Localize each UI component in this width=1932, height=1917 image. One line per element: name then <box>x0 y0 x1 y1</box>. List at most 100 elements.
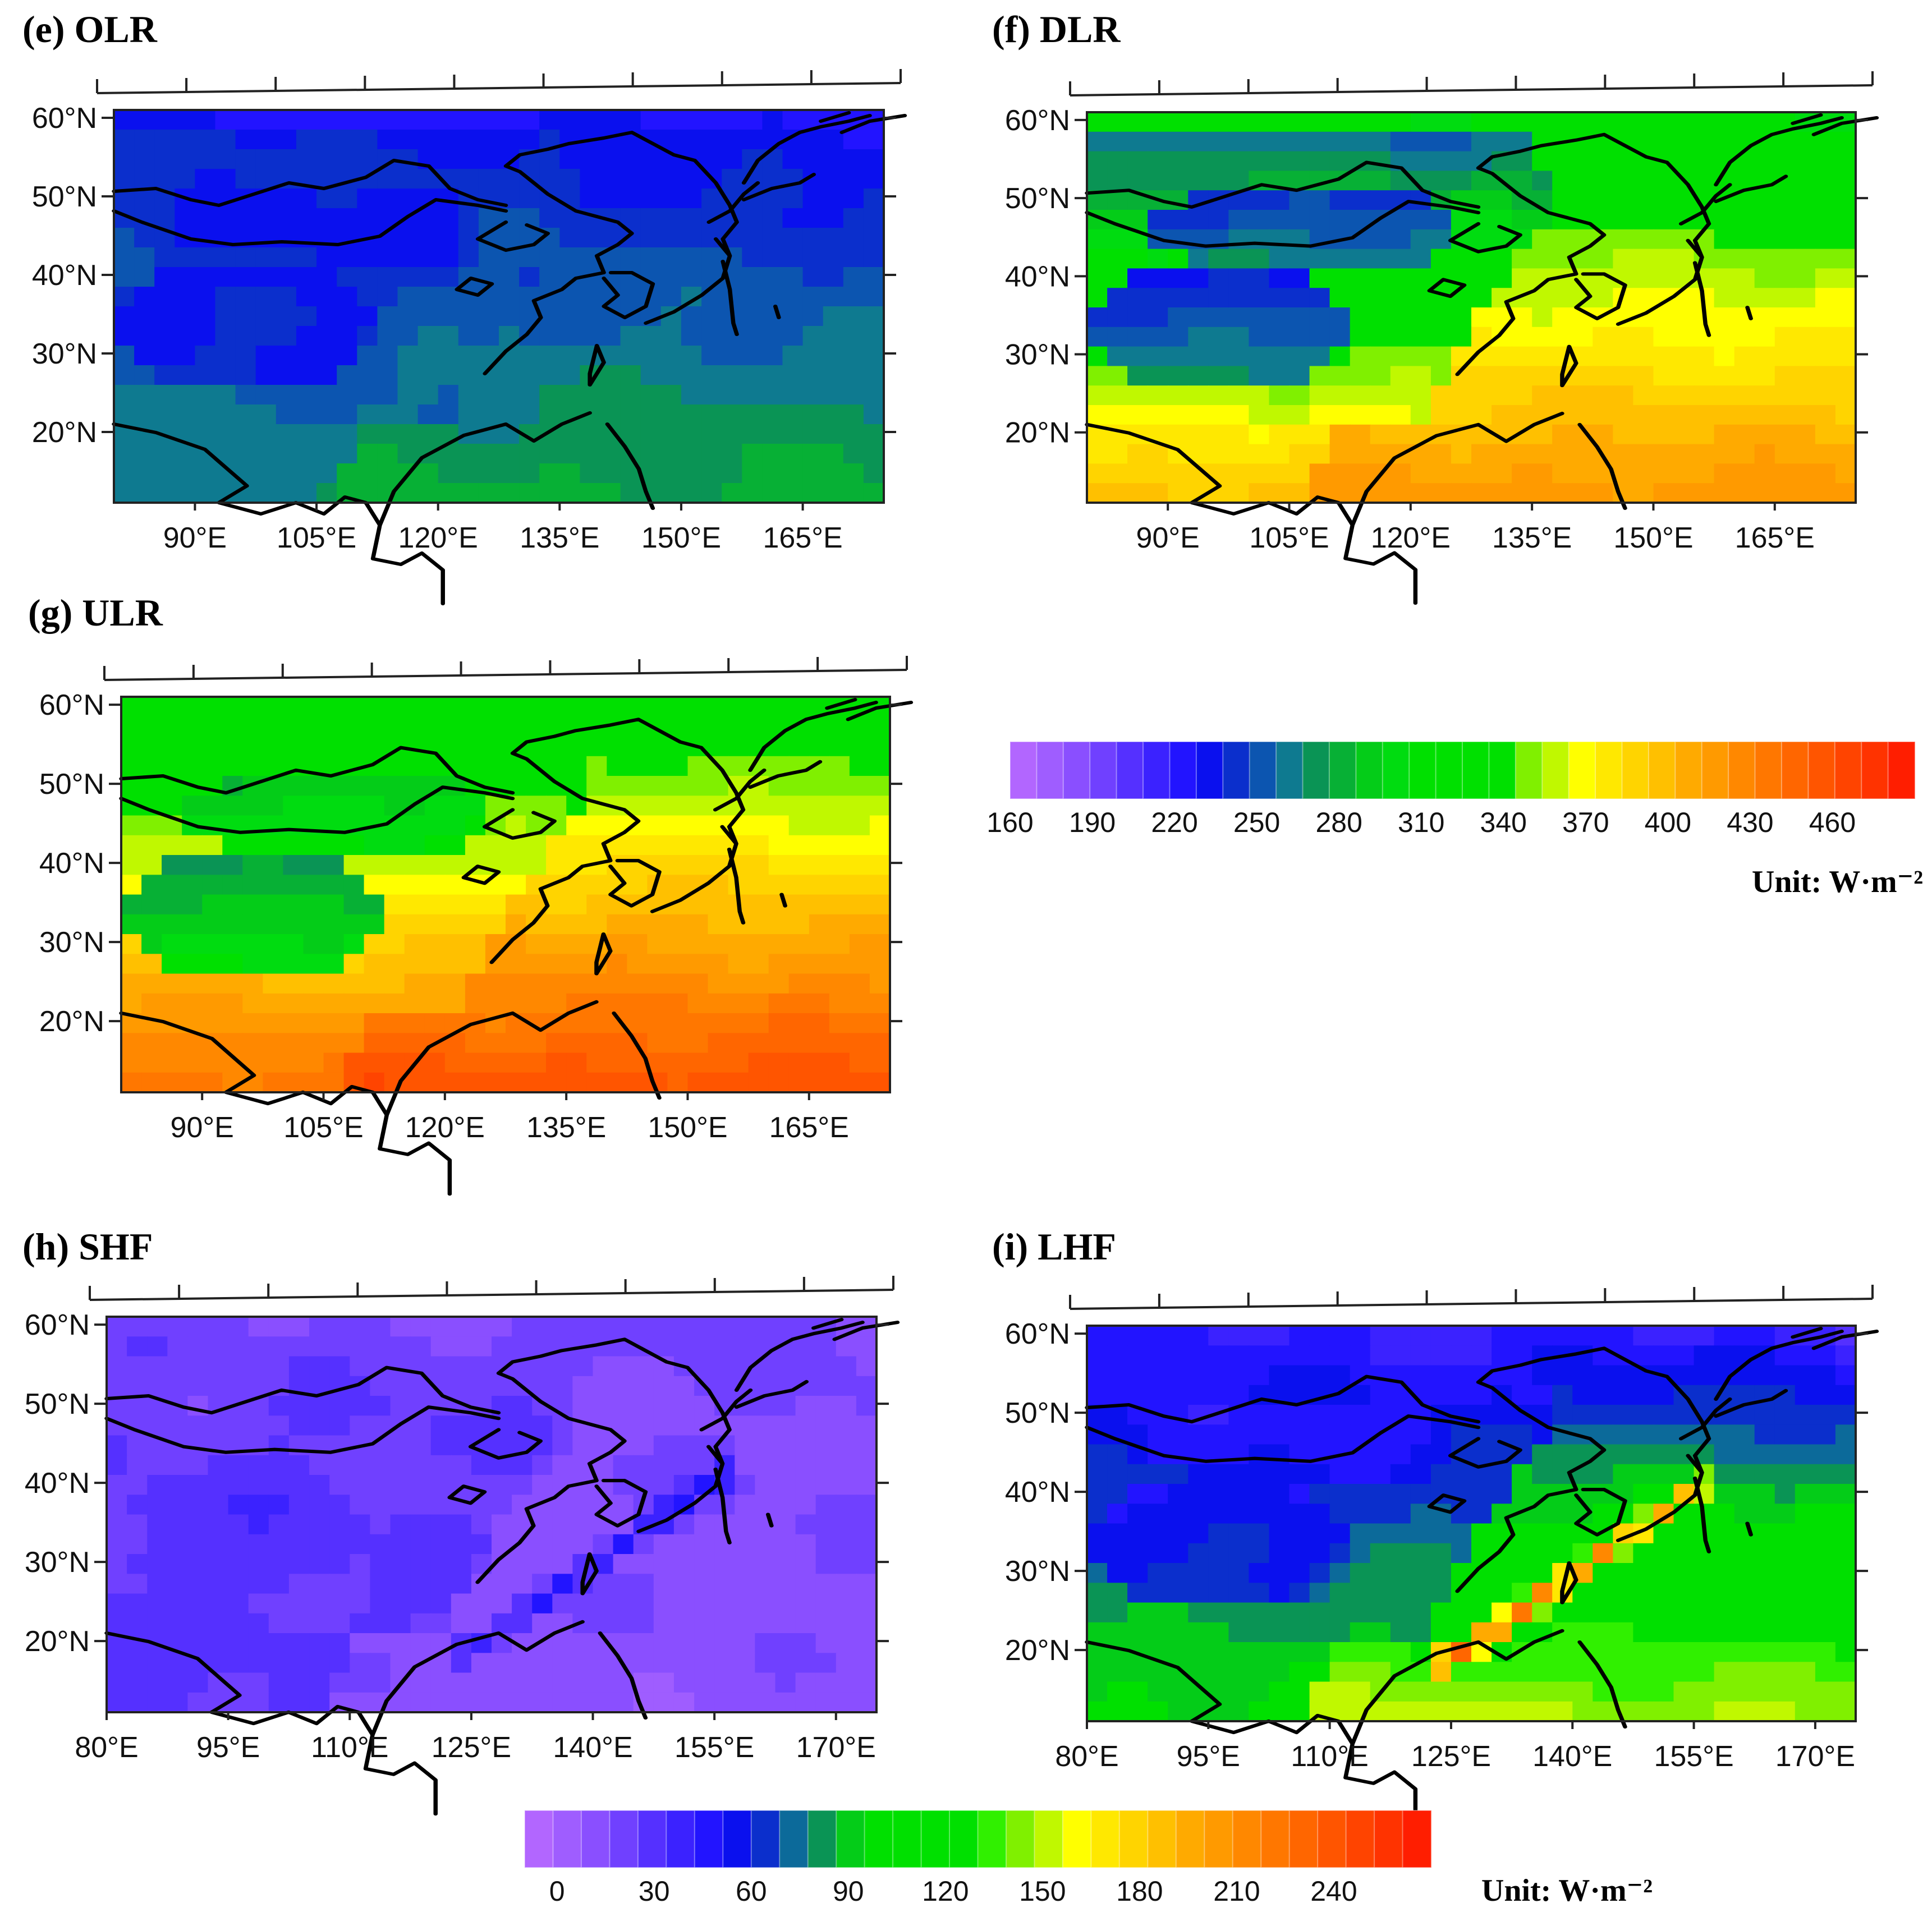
heatmap-cell <box>722 326 743 346</box>
heatmap-cell <box>1228 1642 1250 1663</box>
heatmap-cell <box>1249 229 1270 250</box>
heatmap-cell <box>107 1475 128 1496</box>
heatmap-cell <box>182 993 203 1014</box>
heatmap-cell <box>458 169 479 189</box>
heatmap-cell <box>1148 1622 1169 1643</box>
heatmap-cell <box>228 1475 249 1496</box>
heatmap-cell <box>1269 424 1290 445</box>
heatmap-cell <box>829 993 850 1014</box>
heatmap-cell <box>1795 1662 1816 1682</box>
heatmap-cell <box>1289 131 1310 152</box>
heatmap-cell <box>147 1692 168 1713</box>
heatmap-cell <box>1512 1326 1533 1346</box>
heatmap-cell <box>175 208 196 228</box>
heatmap-cell <box>1754 1563 1775 1584</box>
heatmap-cell <box>1532 112 1553 132</box>
heatmap-cell <box>1673 1523 1695 1544</box>
heatmap-cell <box>836 1672 857 1693</box>
heatmap-cell <box>532 1415 553 1436</box>
colorbar-swatch <box>722 1810 752 1868</box>
heatmap-cell <box>121 954 143 974</box>
heatmap-cell <box>546 756 567 777</box>
heatmap-cell <box>849 1052 870 1073</box>
heatmap-cell <box>1633 327 1654 347</box>
heatmap-cell <box>1390 1444 1411 1465</box>
heatmap-cell <box>1269 1504 1290 1524</box>
heatmap-cell <box>1673 385 1695 406</box>
heatmap-cell <box>742 110 763 130</box>
heatmap-cell <box>856 1672 877 1693</box>
heatmap-cell <box>687 796 709 816</box>
heatmap-cell <box>722 149 743 169</box>
heatmap-cell <box>1734 1326 1755 1346</box>
heatmap-cell <box>572 1356 594 1377</box>
heatmap-cell <box>1714 1642 1735 1663</box>
heatmap-cell <box>288 1534 310 1555</box>
heatmap-cell <box>1714 112 1735 132</box>
heatmap-cell <box>121 855 143 876</box>
heatmap-cell <box>667 954 689 974</box>
heatmap-cell <box>1512 346 1533 367</box>
heatmap-cell <box>728 1052 749 1073</box>
heatmap-cell <box>154 365 176 385</box>
heatmap-cell <box>187 1356 209 1377</box>
heatmap-cell <box>471 1613 492 1634</box>
heatmap-cell <box>134 365 155 385</box>
heatmap-cell <box>370 1514 391 1535</box>
heatmap-cell <box>1714 1464 1735 1485</box>
heatmap-cell <box>1269 307 1290 328</box>
heatmap-cell <box>1087 385 1108 406</box>
heatmap-cell <box>1633 1464 1654 1485</box>
heatmap-cell <box>849 954 870 974</box>
heatmap-cell <box>417 130 439 150</box>
heatmap-cell <box>1492 1622 1513 1643</box>
heatmap-cell <box>768 855 790 876</box>
heatmap-cell <box>1774 1701 1796 1722</box>
heatmap-cell <box>1492 346 1513 367</box>
heatmap-cell <box>424 973 446 994</box>
heatmap-cell <box>1168 1365 1189 1386</box>
heatmap-cell <box>323 716 345 737</box>
heatmap-cell <box>762 483 783 503</box>
heatmap-cell <box>438 130 459 150</box>
heatmap-cell <box>1329 1563 1351 1584</box>
heatmap-cell <box>843 287 864 307</box>
heatmap-cell <box>167 1574 189 1594</box>
top-axis-line <box>1070 84 1873 96</box>
heatmap-cell <box>809 815 830 836</box>
heatmap-cell <box>1471 131 1493 152</box>
heatmap-cell <box>499 169 520 189</box>
heatmap-cell <box>1309 1405 1330 1426</box>
heatmap-cell <box>1552 288 1573 308</box>
heatmap-cell <box>141 973 163 994</box>
heatmap-cell <box>1087 1622 1108 1643</box>
panel-h: 80°E 95°E 110°E 125°E 140°E 155°E 170°E20°N30°… <box>22 1225 897 1814</box>
heatmap-cell <box>1633 405 1654 425</box>
heatmap-cell <box>1107 483 1128 503</box>
heatmap-cell <box>607 697 628 718</box>
heatmap-cell <box>1370 405 1391 425</box>
heatmap-cell <box>451 1317 472 1337</box>
heatmap-cell <box>208 1415 229 1436</box>
heatmap-cell <box>182 716 203 737</box>
heatmap-cell <box>1148 1701 1169 1722</box>
heatmap-cell <box>1249 1345 1270 1366</box>
heatmap-cell <box>309 1534 331 1555</box>
heatmap-cell <box>586 815 608 836</box>
heatmap-cell <box>228 1415 249 1436</box>
heatmap-cell <box>417 365 439 385</box>
heatmap-cell <box>1148 131 1169 152</box>
heatmap-cell <box>492 1613 513 1634</box>
heatmap-cell <box>673 1336 695 1357</box>
heatmap-cell <box>856 1396 877 1417</box>
heatmap-cell <box>1754 1326 1775 1346</box>
heatmap-cell <box>748 973 769 994</box>
heatmap-cell <box>1451 1523 1472 1544</box>
heatmap-cell <box>485 1033 506 1054</box>
panel-title: (h) SHF <box>22 1225 153 1268</box>
heatmap-cell <box>667 1033 689 1054</box>
heatmap-cell <box>552 1317 573 1337</box>
heatmap-cell <box>248 1475 269 1496</box>
heatmap-cell <box>1815 346 1836 367</box>
heatmap-cell <box>228 1574 249 1594</box>
